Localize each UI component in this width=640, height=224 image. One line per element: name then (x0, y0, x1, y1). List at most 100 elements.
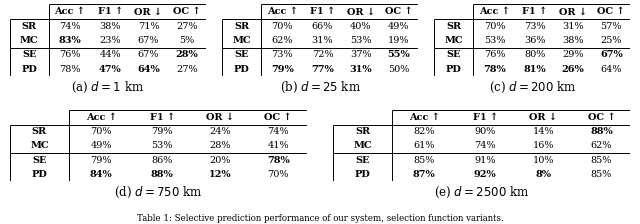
Text: 70%: 70% (271, 22, 293, 31)
Text: 20%: 20% (209, 156, 231, 165)
Text: 16%: 16% (532, 141, 554, 151)
Text: 62%: 62% (271, 36, 293, 45)
Text: SE: SE (355, 156, 370, 165)
Text: 41%: 41% (268, 141, 289, 151)
Text: 64%: 64% (600, 65, 622, 73)
Text: 38%: 38% (99, 22, 121, 31)
Text: 78%: 78% (60, 65, 81, 73)
Text: OC ↑: OC ↑ (173, 7, 200, 16)
Text: 80%: 80% (524, 50, 545, 59)
Text: Acc ↑: Acc ↑ (54, 7, 85, 16)
Text: 81%: 81% (524, 65, 546, 73)
Text: 49%: 49% (388, 22, 410, 31)
Text: 27%: 27% (176, 65, 198, 73)
Text: 53%: 53% (152, 141, 173, 151)
Text: 70%: 70% (268, 170, 289, 179)
Text: 67%: 67% (138, 36, 159, 45)
Text: 31%: 31% (562, 22, 584, 31)
Text: F1 ↑: F1 ↑ (473, 113, 498, 122)
Text: 47%: 47% (99, 65, 122, 73)
Text: 87%: 87% (413, 170, 436, 179)
Text: 83%: 83% (59, 36, 81, 45)
Text: 10%: 10% (532, 156, 554, 165)
Text: 73%: 73% (524, 22, 545, 31)
Text: 85%: 85% (591, 170, 612, 179)
Text: 57%: 57% (600, 22, 622, 31)
Text: SR: SR (234, 22, 249, 31)
Text: 5%: 5% (179, 36, 195, 45)
Text: Acc ↑: Acc ↑ (86, 113, 116, 122)
Text: F1 ↑: F1 ↑ (150, 113, 175, 122)
Text: 55%: 55% (388, 50, 410, 59)
Text: SR: SR (355, 127, 370, 136)
Text: SE: SE (234, 50, 249, 59)
Text: PD: PD (234, 65, 250, 73)
Text: MC: MC (444, 36, 463, 45)
Text: 79%: 79% (90, 156, 112, 165)
Text: 90%: 90% (475, 127, 496, 136)
Text: SR: SR (446, 22, 461, 31)
Text: 67%: 67% (600, 50, 623, 59)
Text: (e) $d = 2500$ km: (e) $d = 2500$ km (434, 185, 529, 200)
Text: (d) $d = 750$ km: (d) $d = 750$ km (114, 185, 203, 200)
Text: 84%: 84% (90, 170, 113, 179)
Text: 44%: 44% (99, 50, 121, 59)
Text: 31%: 31% (312, 36, 333, 45)
Text: (a) $d = 1$ km: (a) $d = 1$ km (71, 80, 144, 95)
Text: 50%: 50% (388, 65, 410, 73)
Text: MC: MC (20, 36, 38, 45)
Text: PD: PD (355, 170, 371, 179)
Text: 86%: 86% (152, 156, 173, 165)
Text: 8%: 8% (535, 170, 551, 179)
Text: MC: MC (353, 141, 372, 151)
Text: OC ↑: OC ↑ (385, 7, 413, 16)
Text: Table 1: Selective prediction performance of our system, selection function vari: Table 1: Selective prediction performanc… (136, 214, 504, 223)
Text: F1 ↑: F1 ↑ (310, 7, 335, 16)
Text: 49%: 49% (90, 141, 112, 151)
Text: 78%: 78% (267, 156, 289, 165)
Text: (b) $d = 25$ km: (b) $d = 25$ km (280, 80, 360, 95)
Text: F1 ↑: F1 ↑ (522, 7, 547, 16)
Text: 74%: 74% (474, 141, 496, 151)
Text: 77%: 77% (311, 65, 334, 73)
Text: 76%: 76% (60, 50, 81, 59)
Text: 36%: 36% (524, 36, 545, 45)
Text: 74%: 74% (268, 127, 289, 136)
Text: SE: SE (22, 50, 36, 59)
Text: 70%: 70% (90, 127, 112, 136)
Text: OR ↓: OR ↓ (529, 113, 557, 122)
Text: OC ↑: OC ↑ (598, 7, 625, 16)
Text: SR: SR (22, 22, 36, 31)
Text: 61%: 61% (413, 141, 435, 151)
Text: 64%: 64% (137, 65, 160, 73)
Text: PD: PD (21, 65, 37, 73)
Text: PD: PD (31, 170, 47, 179)
Text: 26%: 26% (562, 65, 584, 73)
Text: 31%: 31% (349, 65, 372, 73)
Text: 79%: 79% (152, 127, 173, 136)
Text: 74%: 74% (59, 22, 81, 31)
Text: SE: SE (32, 156, 47, 165)
Text: 78%: 78% (483, 65, 506, 73)
Text: 62%: 62% (591, 141, 612, 151)
Text: OC ↑: OC ↑ (264, 113, 292, 122)
Text: 88%: 88% (151, 170, 173, 179)
Text: 24%: 24% (209, 127, 231, 136)
Text: 12%: 12% (209, 170, 232, 179)
Text: 38%: 38% (563, 36, 584, 45)
Text: 66%: 66% (312, 22, 333, 31)
Text: Acc ↑: Acc ↑ (479, 7, 510, 16)
Text: 14%: 14% (532, 127, 554, 136)
Text: 71%: 71% (138, 22, 159, 31)
Text: SE: SE (447, 50, 461, 59)
Text: 85%: 85% (591, 156, 612, 165)
Text: OR ↓: OR ↓ (347, 7, 375, 16)
Text: 40%: 40% (350, 22, 371, 31)
Text: Acc ↑: Acc ↑ (409, 113, 440, 122)
Text: 27%: 27% (176, 22, 198, 31)
Text: 53%: 53% (350, 36, 371, 45)
Text: SR: SR (32, 127, 47, 136)
Text: 92%: 92% (474, 170, 497, 179)
Text: PD: PD (446, 65, 461, 73)
Text: 79%: 79% (271, 65, 294, 73)
